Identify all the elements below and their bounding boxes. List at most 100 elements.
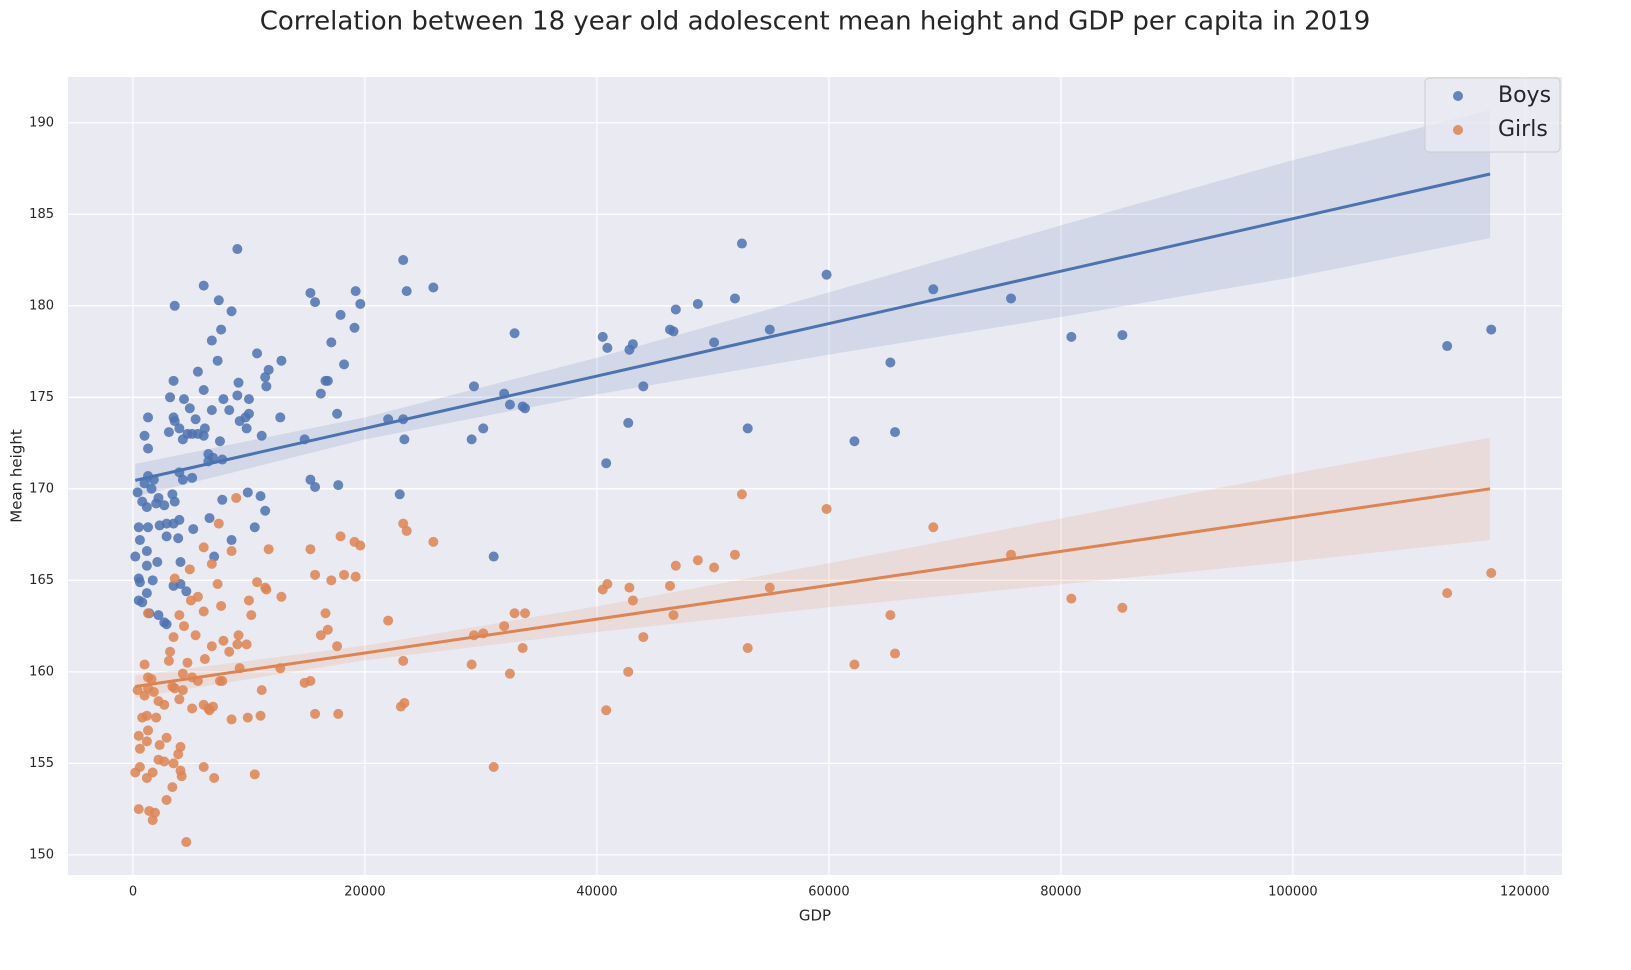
point	[242, 712, 253, 723]
point	[401, 286, 412, 297]
point	[199, 423, 210, 434]
point	[134, 535, 145, 546]
point	[665, 580, 676, 591]
point	[169, 573, 180, 584]
point	[139, 659, 150, 670]
point	[224, 405, 235, 416]
point	[339, 359, 350, 370]
point	[276, 591, 287, 602]
point	[198, 430, 209, 441]
point	[729, 293, 740, 304]
point	[134, 743, 145, 754]
point	[233, 377, 244, 388]
point	[399, 434, 410, 445]
point	[260, 505, 271, 516]
point	[339, 569, 350, 580]
legend: Boys Girls	[1424, 77, 1561, 153]
point	[821, 269, 832, 280]
point	[504, 668, 515, 679]
point	[148, 686, 159, 697]
point	[154, 520, 165, 531]
x-axis-label: GDP	[799, 907, 831, 925]
point	[401, 525, 412, 536]
point	[153, 610, 164, 621]
point	[742, 423, 753, 434]
point	[216, 600, 227, 611]
point	[260, 372, 271, 383]
point	[168, 632, 179, 643]
point	[134, 577, 145, 588]
point	[885, 357, 896, 368]
point	[504, 399, 515, 410]
point	[190, 630, 201, 641]
point	[478, 423, 489, 434]
point	[849, 659, 860, 670]
point	[601, 705, 612, 716]
point	[163, 427, 174, 438]
y-tick-label: 175	[29, 390, 54, 405]
y-tick-label: 165	[29, 573, 54, 588]
point	[243, 595, 254, 606]
point	[232, 390, 243, 401]
point	[143, 522, 154, 533]
point	[305, 287, 316, 298]
point	[890, 648, 901, 659]
point	[143, 443, 154, 454]
point	[181, 837, 192, 848]
point	[232, 639, 243, 650]
point	[315, 630, 326, 641]
point	[177, 474, 188, 485]
point	[192, 366, 203, 377]
point	[217, 494, 228, 505]
point	[218, 394, 229, 405]
point	[252, 577, 263, 588]
legend-label: Girls	[1498, 117, 1548, 142]
point	[212, 355, 223, 366]
point	[146, 483, 157, 494]
point	[177, 685, 188, 696]
point	[275, 412, 286, 423]
point	[174, 694, 185, 705]
point	[315, 388, 326, 399]
point	[184, 564, 195, 575]
point	[204, 513, 215, 524]
y-tick-label: 155	[29, 756, 54, 771]
point	[187, 472, 198, 483]
point	[168, 518, 179, 529]
point	[305, 675, 316, 686]
point	[242, 487, 253, 498]
point	[692, 298, 703, 309]
point	[320, 608, 331, 619]
point	[1117, 330, 1128, 341]
point	[742, 643, 753, 654]
point	[322, 624, 333, 635]
point	[670, 304, 681, 315]
point	[147, 575, 158, 586]
point	[350, 286, 361, 297]
point	[213, 518, 224, 529]
y-tick-label: 160	[29, 664, 54, 679]
point	[428, 536, 439, 547]
point	[198, 762, 209, 773]
point	[139, 690, 150, 701]
point	[638, 381, 649, 392]
x-tick-label: 80000	[1040, 885, 1081, 900]
point	[165, 646, 176, 657]
point	[335, 309, 346, 320]
point	[212, 578, 223, 589]
point	[177, 668, 188, 679]
point	[326, 337, 337, 348]
point	[206, 558, 217, 569]
point	[224, 646, 235, 657]
point	[709, 562, 720, 573]
point	[349, 322, 360, 333]
point	[188, 524, 199, 535]
point	[198, 280, 209, 291]
point	[849, 436, 860, 447]
point	[249, 769, 260, 780]
y-axis-label: Mean height	[8, 429, 26, 523]
point	[398, 255, 409, 266]
marks	[130, 109, 1497, 848]
point	[256, 685, 267, 696]
point	[169, 300, 180, 311]
